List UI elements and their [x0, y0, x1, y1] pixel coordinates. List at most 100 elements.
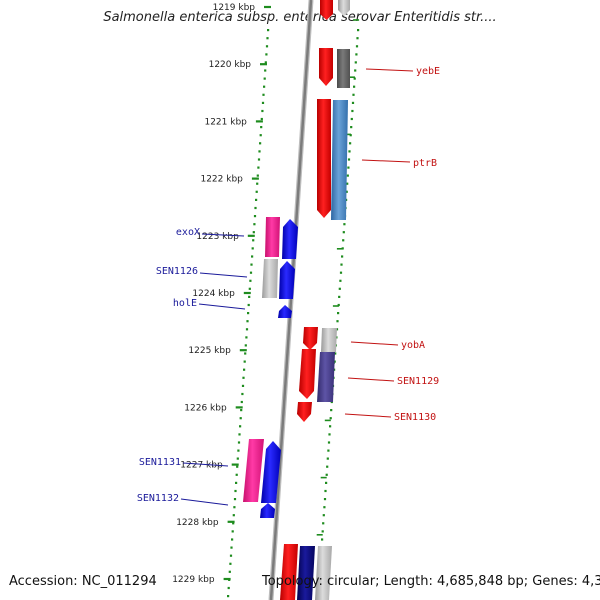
gene-block[interactable]: [337, 49, 350, 88]
ring-dot: [237, 449, 240, 452]
gene-block[interactable]: [315, 546, 332, 600]
genome-title: Salmonella enterica subsp. enterica sero…: [103, 10, 497, 25]
gene-label-sen1126[interactable]: SEN1126: [156, 266, 198, 277]
gene-label-sen1129[interactable]: SEN1129: [397, 376, 439, 387]
gene-block[interactable]: [338, 0, 350, 16]
ring-dot: [337, 312, 340, 315]
scale-tick-label: 1226 kbp: [184, 403, 227, 413]
backbone: [268, 0, 314, 600]
ring-dot: [235, 481, 238, 484]
gene-label-sen1132[interactable]: SEN1132: [137, 493, 179, 504]
ring-dot: [349, 134, 352, 137]
accession-text: Accession: NC_011294: [9, 574, 157, 589]
scale-tick-label: 1229 kbp: [172, 575, 215, 585]
gene-blocks[interactable]: [243, 0, 350, 600]
gene-label-sen1130[interactable]: SEN1130: [394, 412, 436, 423]
ring-dot: [246, 320, 249, 323]
gene-block[interactable]: [260, 503, 275, 518]
gene-block[interactable]: [282, 219, 298, 259]
gene-label-yebe[interactable]: yebE: [416, 66, 440, 77]
gene-block[interactable]: [261, 441, 281, 503]
ring-dot: [350, 126, 353, 129]
gene-block[interactable]: [278, 305, 292, 318]
ring-dot: [256, 174, 259, 177]
ring-dot: [333, 360, 336, 363]
gene-labels-left[interactable]: exoX SEN1126 holE SEN1131 SEN1132: [137, 227, 248, 506]
ring-dot: [323, 506, 326, 509]
ring-dot: [232, 522, 235, 525]
ring-dot: [245, 336, 248, 339]
gene-block[interactable]: [321, 328, 337, 352]
gene-block[interactable]: [265, 217, 280, 257]
ring-dot: [233, 498, 237, 501]
gene-block[interactable]: [279, 261, 295, 299]
ring-dot: [353, 77, 356, 80]
gene-block[interactable]: [317, 99, 331, 218]
gene-block[interactable]: [262, 259, 278, 298]
ring-dot: [346, 182, 349, 185]
gene-block[interactable]: [280, 544, 298, 600]
gene-block[interactable]: [297, 402, 312, 422]
ring-dot: [260, 126, 263, 129]
ring-dot: [254, 206, 257, 210]
scale-tick-label: 1223 kbp: [196, 232, 239, 242]
ring-dot: [341, 255, 344, 258]
ring-dot: [234, 489, 237, 493]
gene-labels-right[interactable]: yebE ptrB yobA SEN1129 SEN1130: [344, 66, 440, 423]
scale-tick-label: 1225 kbp: [188, 346, 231, 356]
gene-label-ptrb[interactable]: ptrB: [413, 158, 437, 169]
gene-label-yoba[interactable]: yobA: [401, 340, 425, 351]
ring-dot: [351, 109, 354, 113]
gene-label-hole[interactable]: holE: [173, 298, 197, 309]
ring-dot: [356, 37, 359, 40]
scale-tick-label: 1220 kbp: [209, 60, 252, 70]
scale-tick-label: 1227 kbp: [180, 461, 223, 471]
gene-label-exox[interactable]: exoX: [176, 227, 200, 238]
ring-dot: [338, 295, 341, 298]
ring-dot: [347, 158, 351, 161]
ring-dot: [324, 489, 327, 493]
ring-dot: [343, 223, 346, 226]
gene-block[interactable]: [331, 100, 348, 220]
ring-dot: [353, 85, 356, 88]
ring-dot: [259, 134, 262, 137]
ring-dot: [261, 101, 265, 104]
ring-dot: [255, 190, 258, 193]
gene-block[interactable]: [299, 349, 316, 399]
gene-block[interactable]: [303, 327, 318, 350]
scale-tick-label: 1224 kbp: [192, 289, 235, 299]
ring-dot: [232, 514, 235, 517]
ring-dot: [263, 85, 266, 88]
ring-dot: [330, 409, 333, 412]
gene-block[interactable]: [243, 439, 264, 502]
gene-block[interactable]: [317, 352, 335, 402]
ring-dot: [339, 271, 343, 274]
ring-dot: [241, 384, 245, 387]
gene-label-sen1131[interactable]: SEN1131: [139, 457, 181, 468]
gene-block[interactable]: [320, 0, 333, 20]
ring-dot: [230, 546, 233, 549]
ring-dot: [351, 101, 355, 104]
ring-dot: [236, 457, 239, 460]
ring-dot: [342, 239, 345, 242]
ring-dot: [337, 303, 340, 307]
ring-dot: [233, 506, 236, 509]
ring-dot: [321, 530, 324, 533]
ring-dot: [262, 93, 265, 96]
ring-dot: [256, 182, 259, 185]
ring-dot: [346, 174, 349, 177]
gene-block[interactable]: [319, 48, 333, 86]
ring-dot: [342, 231, 345, 234]
ring-dot: [252, 239, 255, 242]
ring-dot: [253, 215, 257, 218]
genome-stats-text: Topology: circular; Length: 4,685,848 bp…: [262, 574, 600, 589]
ring-dot: [244, 352, 247, 355]
ring-dot: [243, 360, 246, 363]
ring-dot: [266, 37, 269, 40]
ring-dot: [328, 433, 331, 436]
ring-dot: [251, 247, 254, 250]
ring-dot: [235, 473, 238, 476]
ring-dot: [336, 320, 339, 323]
gene-block[interactable]: [297, 546, 315, 600]
